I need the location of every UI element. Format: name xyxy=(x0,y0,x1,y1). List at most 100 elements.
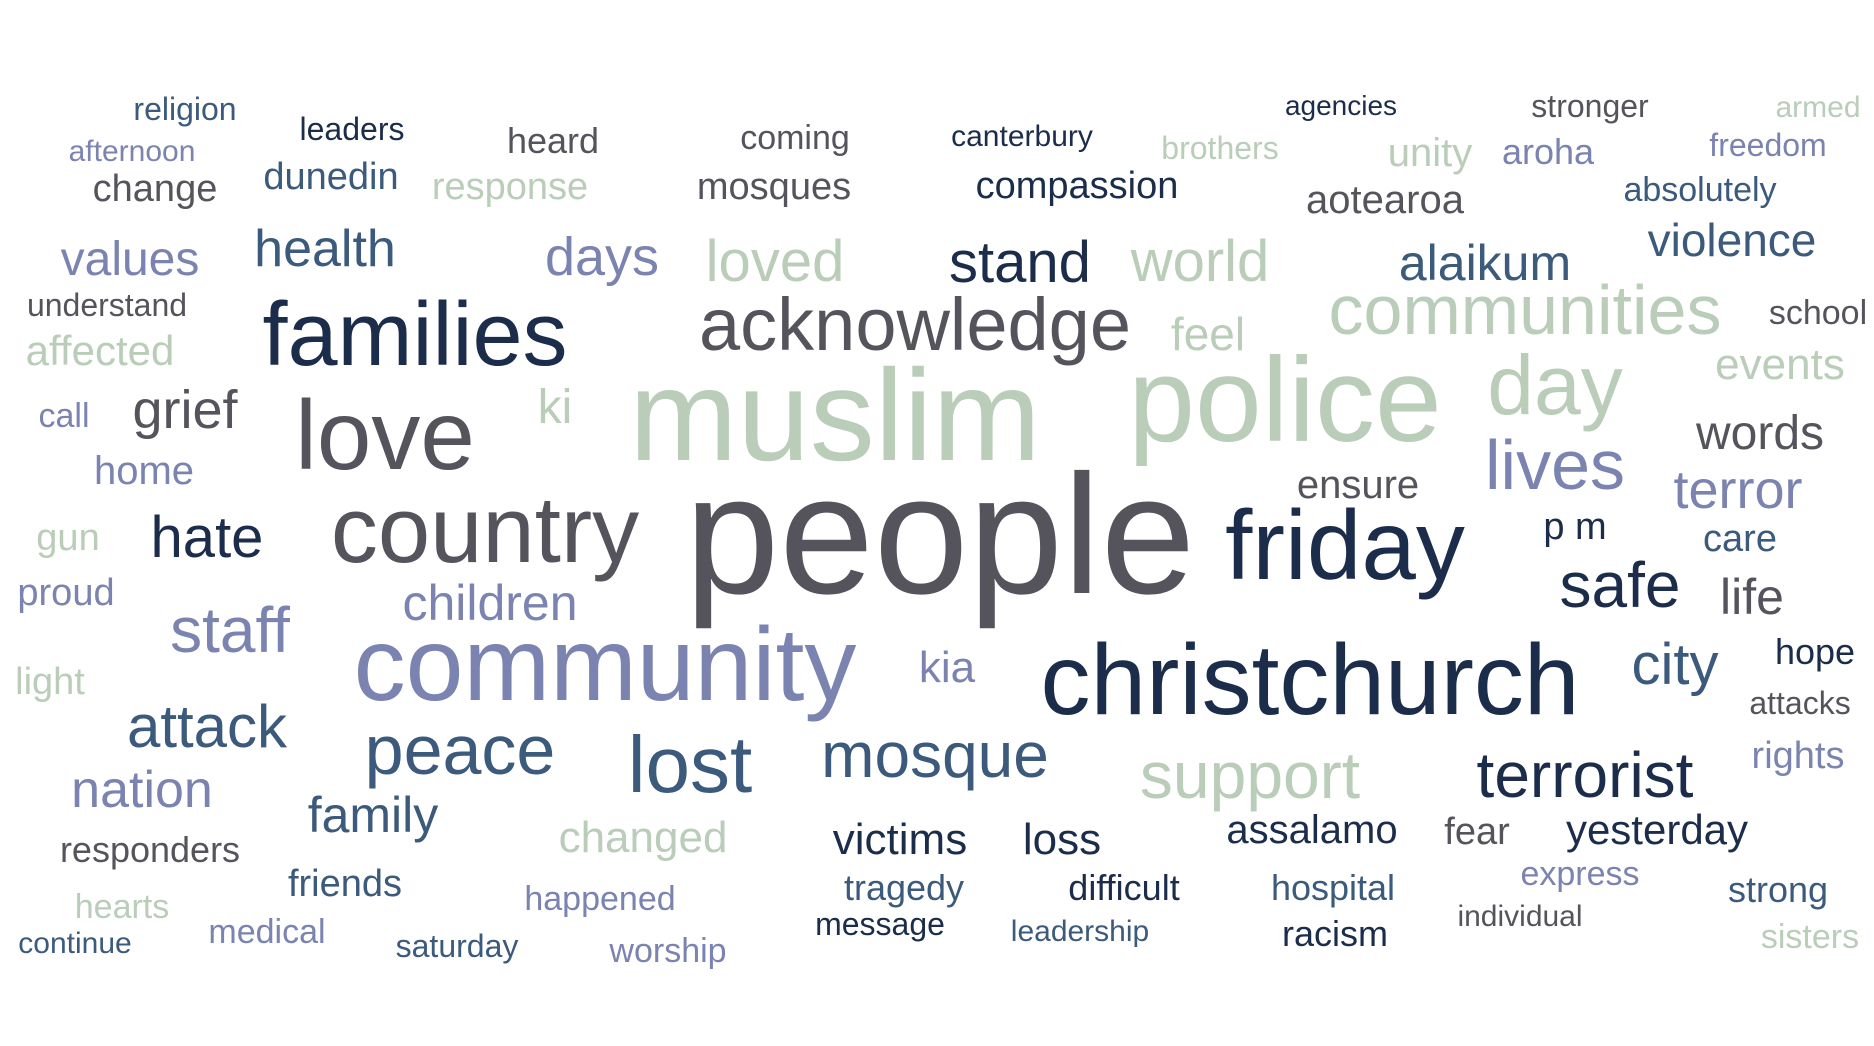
word-changed: changed xyxy=(558,813,728,862)
word-happened: happened xyxy=(524,880,676,918)
word-city: city xyxy=(1631,632,1719,697)
word-continue: continue xyxy=(18,927,132,960)
word-hearts: hearts xyxy=(74,888,170,926)
word-absolutely: absolutely xyxy=(1623,171,1777,209)
word-aotearoa: aotearoa xyxy=(1306,178,1464,222)
word-affected: affected xyxy=(25,327,175,374)
word-brothers: brothers xyxy=(1161,130,1279,166)
word-communities: communities xyxy=(1328,271,1722,349)
word-children: children xyxy=(402,575,578,631)
word-hate: hate xyxy=(150,505,264,570)
word-home: home xyxy=(93,449,195,493)
word-freedom: freedom xyxy=(1709,127,1827,163)
word-express: express xyxy=(1520,855,1640,893)
word-yesterday: yesterday xyxy=(1565,806,1749,853)
word-racism: racism xyxy=(1282,913,1388,954)
word-responders: responders xyxy=(59,829,241,870)
word-individual: individual xyxy=(1457,900,1583,933)
word-love: love xyxy=(295,380,475,490)
word-events: events xyxy=(1715,340,1845,389)
word-mosque: mosque xyxy=(821,719,1049,791)
word-violence: violence xyxy=(1647,214,1817,266)
word-ensure: ensure xyxy=(1296,463,1420,507)
word-life: life xyxy=(1720,569,1784,625)
word-stand: stand xyxy=(949,230,1091,295)
word-compassion: compassion xyxy=(975,165,1179,207)
word-words: words xyxy=(1695,407,1825,460)
word-peace: peace xyxy=(364,711,556,789)
word-victims: victims xyxy=(832,815,968,864)
word-alaikum: alaikum xyxy=(1398,235,1572,291)
word-feel: feel xyxy=(1170,308,1246,360)
word-light: light xyxy=(15,661,85,703)
word-safe: safe xyxy=(1559,549,1681,621)
word-terrorist: terrorist xyxy=(1476,739,1694,811)
word-staff: staff xyxy=(170,594,290,666)
word-strong: strong xyxy=(1727,869,1829,910)
word-difficult: difficult xyxy=(1068,867,1180,908)
word-proud: proud xyxy=(17,572,115,614)
word-rights: rights xyxy=(1751,735,1845,777)
word-police: police xyxy=(1128,333,1442,467)
word-support: support xyxy=(1139,738,1361,812)
word-gun: gun xyxy=(36,517,100,559)
word-heard: heard xyxy=(506,120,600,161)
word-response: response xyxy=(431,166,589,208)
word-leaders: leaders xyxy=(299,111,405,147)
word-country: country xyxy=(330,477,640,582)
word-hospital: hospital xyxy=(1270,867,1396,908)
word-lives: lives xyxy=(1484,426,1626,504)
word-world: world xyxy=(1130,229,1270,294)
word-agencies: agencies xyxy=(1284,90,1398,121)
word-loss: loss xyxy=(1022,815,1102,864)
word-message: message xyxy=(815,906,945,942)
word-coming: coming xyxy=(740,119,850,157)
word-school: school xyxy=(1768,294,1868,332)
word-fear: fear xyxy=(1444,811,1510,853)
word-kia: kia xyxy=(918,643,976,692)
word-saturday: saturday xyxy=(395,928,519,964)
word-understand: understand xyxy=(26,287,188,323)
word-attacks: attacks xyxy=(1749,685,1851,721)
word-worship: worship xyxy=(609,932,727,970)
word-change: change xyxy=(92,168,218,210)
word-muslim: muslim xyxy=(629,342,1041,488)
word-grief: grief xyxy=(132,380,238,440)
word-medical: medical xyxy=(208,913,326,951)
word-loved: loved xyxy=(705,229,845,294)
word-friends: friends xyxy=(287,863,403,905)
word-unity: unity xyxy=(1387,131,1473,175)
word-day: day xyxy=(1487,338,1623,432)
word-family: family xyxy=(307,787,439,843)
word-armed: armed xyxy=(1775,91,1861,124)
word-dunedin: dunedin xyxy=(263,156,399,198)
word-canterbury: canterbury xyxy=(951,120,1093,153)
word-acknowledge: acknowledge xyxy=(699,283,1131,366)
word-terror: terror xyxy=(1673,460,1803,520)
word-attack: attack xyxy=(126,693,288,760)
word-people: people xyxy=(684,440,1196,630)
word-health: health xyxy=(254,220,396,278)
word-afternoon: afternoon xyxy=(68,135,196,168)
word-community: community xyxy=(353,607,857,723)
word-lost: lost xyxy=(627,720,753,809)
word-values: values xyxy=(60,233,200,286)
word-days: days xyxy=(544,227,660,287)
word-christchurch: christchurch xyxy=(1040,624,1580,736)
word-stronger: stronger xyxy=(1531,88,1649,124)
word-assalamo: assalamo xyxy=(1226,808,1398,852)
word-friday: friday xyxy=(1225,490,1465,600)
word-call: call xyxy=(38,397,90,435)
word-care: care xyxy=(1703,518,1777,560)
word-sisters: sisters xyxy=(1760,918,1860,956)
word-aroha: aroha xyxy=(1501,131,1595,172)
word-religion: religion xyxy=(133,91,237,127)
word-pm: p m xyxy=(1543,506,1607,548)
word-nation: nation xyxy=(71,761,213,819)
word-ki: ki xyxy=(537,381,573,434)
word-tragedy: tragedy xyxy=(843,867,965,908)
word-families: families xyxy=(262,285,568,385)
word-mosques: mosques xyxy=(696,166,852,208)
word-leadership: leadership xyxy=(1010,915,1150,948)
